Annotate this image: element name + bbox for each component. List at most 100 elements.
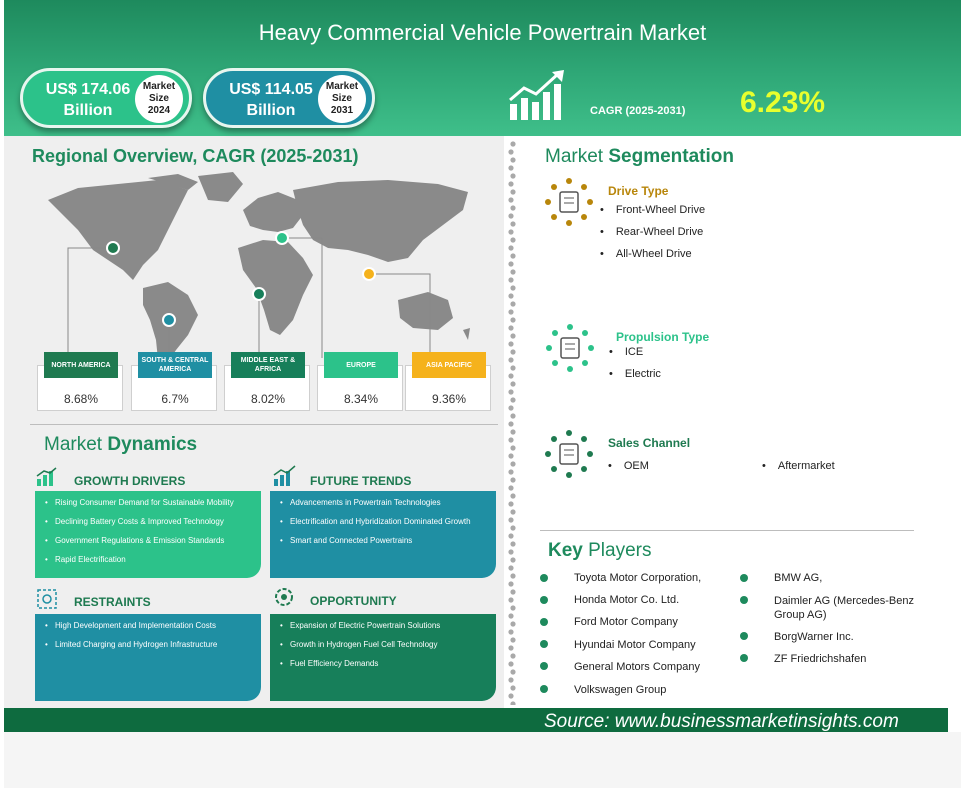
divider-dot [510, 493, 516, 499]
divider-dot [508, 533, 514, 539]
market-size-2024-unit: Billion [63, 102, 113, 119]
divider-dot [510, 173, 516, 179]
bullet-dot [740, 574, 748, 582]
propulsion-type-icon [546, 324, 594, 372]
divider-dot [510, 669, 516, 675]
divider-dot [510, 141, 516, 147]
divider-dot [508, 421, 514, 427]
divider-dot [510, 397, 516, 403]
divider-dot [508, 645, 514, 651]
region-card-middle-east-africa: MIDDLE EAST & AFRICA 8.02% [224, 352, 310, 411]
key-players-title: Key Players [548, 540, 652, 561]
bullet-dot [540, 618, 548, 626]
divider-dot [508, 581, 514, 587]
key-player: Volkswagen Group [574, 684, 667, 696]
key-player: BMW AG, [774, 572, 823, 584]
divider-dot [510, 301, 516, 307]
divider-dot [508, 325, 514, 331]
divider-dot [510, 333, 516, 339]
divider-dot [508, 629, 514, 635]
restraints-heading: RESTRAINTS [74, 595, 151, 609]
source-text: Source: www.businessmarketinsights.com [544, 711, 899, 732]
bullet-dot [740, 632, 748, 640]
divider-dot [510, 381, 516, 387]
market-size-2031-unit: Billion [246, 102, 296, 119]
future-trends-icon [273, 465, 296, 486]
bullet-dot [540, 662, 548, 670]
divider-dot [510, 477, 516, 483]
divider-dot [510, 701, 516, 705]
divider-dot [508, 293, 514, 299]
divider-dot [510, 461, 516, 467]
list-item: Declining Battery Costs & Improved Techn… [45, 516, 251, 527]
divider-dot [508, 309, 514, 315]
divider-dot [510, 605, 516, 611]
key-player: Ford Motor Company [574, 616, 678, 628]
divider-dot [508, 661, 514, 667]
divider-dot [510, 269, 516, 275]
footer-area [4, 732, 961, 788]
region-name: ASIA PACIFIC [412, 352, 486, 378]
segment-item: Aftermarket [762, 460, 835, 472]
sales-channel-icon [545, 430, 593, 478]
divider-dot [508, 453, 514, 459]
bullet-dot [540, 685, 548, 693]
region-value: 9.36% [431, 392, 467, 406]
divider-dot [508, 229, 514, 235]
divider-dot [508, 565, 514, 571]
bullet-dot [740, 654, 748, 662]
region-name: NORTH AMERICA [44, 352, 118, 378]
divider-dot [510, 253, 516, 259]
divider-dot [510, 157, 516, 163]
divider-dot [508, 149, 514, 155]
list-item: Advancements in Powertrain Technologies [280, 497, 486, 508]
divider-dot [510, 205, 516, 211]
growth-drivers-heading: GROWTH DRIVERS [74, 474, 186, 488]
list-item: Growth in Hydrogen Fuel Cell Technology [280, 639, 486, 650]
segment-item: Rear-Wheel Drive [600, 226, 703, 238]
divider-dot [508, 549, 514, 555]
divider-dot [508, 213, 514, 219]
key-player: Honda Motor Co. Ltd. [574, 594, 680, 606]
divider-dot [508, 373, 514, 379]
divider-dot [510, 365, 516, 371]
list-item: Smart and Connected Powertrains [280, 535, 486, 546]
bullet-dot [540, 640, 548, 648]
list-item: Rising Consumer Demand for Sustainable M… [45, 497, 251, 508]
list-item: Expansion of Electric Powertrain Solutio… [280, 620, 486, 631]
segment-item: OEM [608, 460, 649, 472]
divider-dot [508, 197, 514, 203]
divider-dot [508, 341, 514, 347]
opportunity-icon [275, 588, 293, 606]
segment-item: All-Wheel Drive [600, 248, 692, 260]
list-item: Limited Charging and Hydrogen Infrastruc… [45, 639, 251, 650]
sales-channel-title: Sales Channel [608, 436, 691, 450]
market-dynamics-title: Market Dynamics [44, 434, 198, 455]
market-size-2031-value: US$ 114.05 [229, 81, 313, 98]
divider-dot [510, 637, 516, 643]
divider-dot [510, 349, 516, 355]
divider-dot [510, 429, 516, 435]
list-item: Electrification and Hybridization Domina… [280, 516, 486, 527]
divider-dot [508, 277, 514, 283]
divider-dot [510, 221, 516, 227]
segment-item: Front-Wheel Drive [600, 204, 705, 216]
region-card-asia-pacific: ASIA PACIFIC 9.36% [405, 352, 491, 411]
bullet-dot [740, 596, 748, 604]
regional-overview-title: Regional Overview, CAGR (2025-2031) [32, 146, 359, 166]
region-value: 8.68% [63, 392, 99, 406]
divider-dot [510, 445, 516, 451]
divider-dot [510, 621, 516, 627]
divider-dot [508, 261, 514, 267]
divider-dot [508, 469, 514, 475]
region-value: 6.7% [161, 392, 189, 406]
propulsion-type-title: Propulsion Type [616, 330, 710, 344]
divider-dot [508, 165, 514, 171]
key-player: Daimler AG (Mercedes-Benz Group AG) [774, 595, 914, 621]
divider-dot [510, 685, 516, 691]
section-divider [30, 424, 498, 425]
divider-dot [508, 405, 514, 411]
segment-item: ICE [609, 346, 643, 358]
divider-dot [508, 485, 514, 491]
divider-dot [510, 541, 516, 547]
